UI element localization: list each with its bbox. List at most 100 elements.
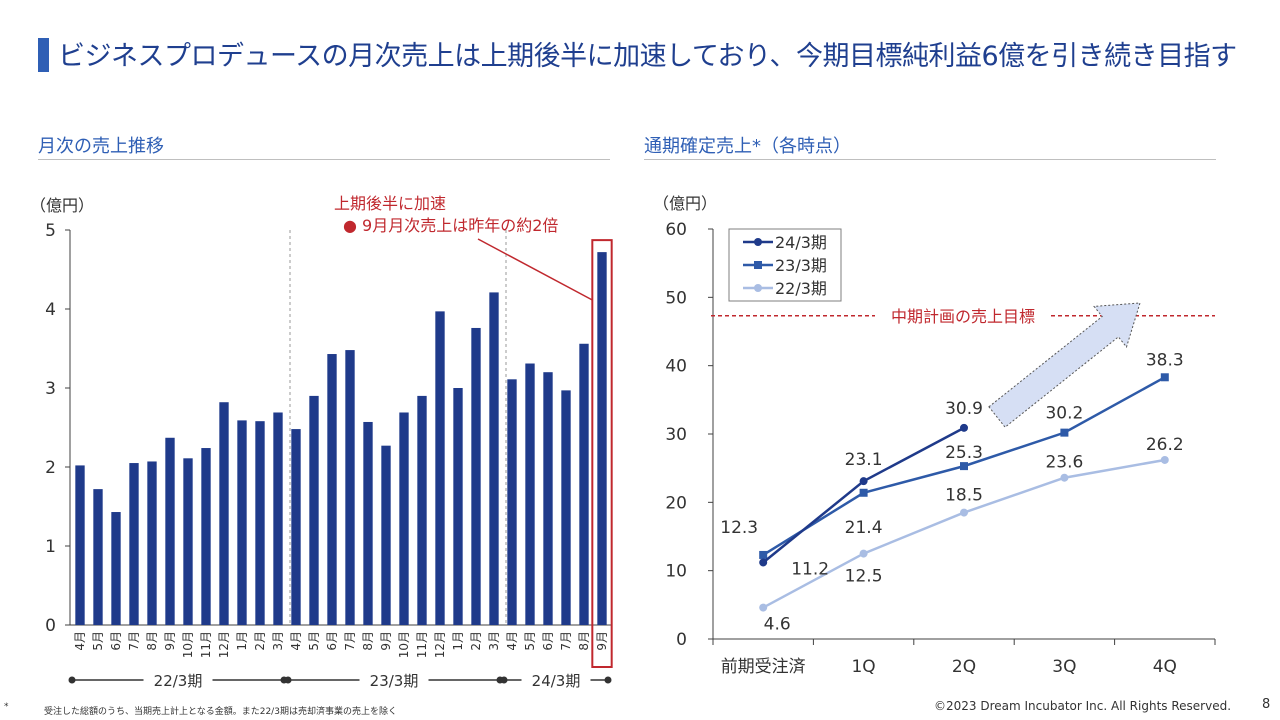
bar-x-tick-label: 6月 [109, 631, 123, 651]
line-x-tick-label: 3Q [1052, 657, 1076, 677]
bar [561, 390, 571, 625]
bar-x-tick-label: 6月 [541, 631, 555, 651]
annual-sales-line-chart: （億円） 0 10 20 30 40 50 60 前期受注済 1Q 2Q 3Q 4Q 中期計画の売上目… [653, 194, 1216, 677]
target-label: 中期計画の売上目標 [891, 307, 1035, 326]
data-label: 30.2 [1045, 404, 1083, 424]
data-label: 12.3 [720, 518, 758, 538]
bar [201, 448, 211, 625]
line-y-tick-label: 20 [665, 493, 687, 513]
data-label: 12.5 [845, 567, 883, 587]
bar-y-tick-label: 0 [45, 616, 56, 636]
bar-x-tick-label: 12月 [433, 631, 447, 658]
bar-x-tick-label: 3月 [271, 631, 285, 651]
series-marker [759, 603, 768, 612]
bar-x-tick-label: 5月 [307, 631, 321, 651]
highlight-box [591, 239, 613, 669]
series-marker [859, 477, 868, 486]
bar-x-tick-label: 4月 [505, 631, 519, 651]
bar-y-tick-label: 3 [45, 379, 56, 399]
bar [219, 402, 229, 625]
bar-x-tick-label: 4月 [73, 631, 87, 651]
bar-x-tick-label: 7月 [127, 631, 141, 651]
line-y-tick-label: 60 [665, 220, 687, 240]
bar [237, 420, 247, 625]
bar-x-tick-label: 5月 [523, 631, 537, 651]
bar [111, 512, 121, 625]
bar [327, 354, 337, 625]
bar [399, 412, 409, 625]
line-y-tick-label: 50 [665, 288, 687, 308]
bar-x-tick-label: 7月 [559, 631, 573, 651]
series-24/3期: 11.2 23.1 30.9 [759, 399, 983, 579]
copyright: ©2023 Dream Incubator Inc. All Rights Re… [934, 699, 1232, 713]
bar-y-tick-label: 5 [45, 221, 56, 241]
bar-x-tick-label: 12月 [217, 631, 231, 658]
data-label: 23.6 [1045, 453, 1083, 473]
bar [273, 412, 283, 625]
page-title: ビジネスプロデュースの月次売上は上期後半に加速しており、今期目標純利益6億を引き… [58, 41, 1237, 72]
line-y-tick-label: 10 [665, 562, 687, 582]
bar-x-tick-label: 1月 [451, 631, 465, 651]
data-label: 23.1 [845, 450, 883, 470]
data-label: 38.3 [1146, 350, 1184, 370]
period-label: 24/3期 [532, 672, 581, 690]
series-marker [1060, 428, 1069, 437]
line-y-tick-label: 0 [676, 630, 687, 650]
line-x-tick-label: 1Q [851, 657, 875, 677]
series-marker [960, 508, 968, 517]
page-number: 8 [1262, 697, 1271, 712]
bar [129, 463, 139, 625]
bar-x-tick-label: 2月 [253, 631, 267, 651]
bar [147, 461, 157, 625]
right-section-title: 通期確定売上*（各時点） [644, 136, 851, 157]
series-line [762, 458, 1166, 609]
bar-x-tick-label: 5月 [91, 631, 105, 651]
bar-x-tick-label: 10月 [397, 631, 411, 658]
data-label: 21.4 [845, 518, 883, 538]
right-section-rule [644, 159, 1216, 160]
series-marker [960, 423, 968, 432]
annotation-line1: 上期後半に加速 [334, 194, 446, 213]
series-marker [759, 558, 768, 567]
line-y-axis-label: （億円） [653, 194, 717, 213]
bar-x-tick-label: 8月 [361, 631, 375, 651]
line-y-tick-label: 40 [665, 357, 687, 377]
bar-x-tick-label: 8月 [577, 631, 591, 651]
bar [543, 372, 553, 625]
annotation-callout-line [477, 238, 593, 301]
left-section-rule [38, 159, 610, 160]
footnote-mark: * [4, 702, 9, 712]
bar [363, 421, 373, 625]
bar-x-tick-label: 6月 [325, 631, 339, 651]
bar [309, 395, 319, 625]
bar [435, 311, 445, 625]
bar-x-tick-label: 8月 [145, 631, 159, 651]
left-section-title: 月次の売上推移 [38, 136, 164, 157]
growth-arrow-icon [988, 302, 1141, 428]
bar [579, 343, 589, 625]
series-22/3期: 4.6 12.5 18.5 23.6 26.2 [759, 435, 1184, 635]
bar [291, 429, 301, 625]
series-marker [759, 550, 768, 559]
bar-x-tick-label: 9月 [163, 631, 177, 651]
series-marker [859, 488, 868, 497]
bar-x-tick-label: 7月 [343, 631, 357, 651]
bar-x-tick-label: 9月 [595, 631, 609, 651]
bar-y-tick-label: 4 [45, 300, 56, 320]
bar-y-tick-label: 1 [45, 537, 56, 557]
bar-y-axis-label: （億円） [30, 196, 94, 215]
line-x-tick-label: 前期受注済 [721, 657, 806, 677]
legend-marker [754, 238, 762, 246]
line-x-tick-label: 4Q [1153, 657, 1177, 677]
legend-marker [754, 261, 762, 269]
series-marker [960, 462, 968, 471]
series-marker [1160, 455, 1169, 464]
series-marker [859, 549, 868, 558]
legend-label: 24/3期 [775, 233, 827, 252]
bar-y-tick-label: 2 [45, 458, 56, 478]
bar [453, 388, 463, 625]
line-y-tick-label: 30 [665, 425, 687, 445]
bar [183, 458, 193, 625]
bar-x-tick-label: 4月 [289, 631, 303, 651]
